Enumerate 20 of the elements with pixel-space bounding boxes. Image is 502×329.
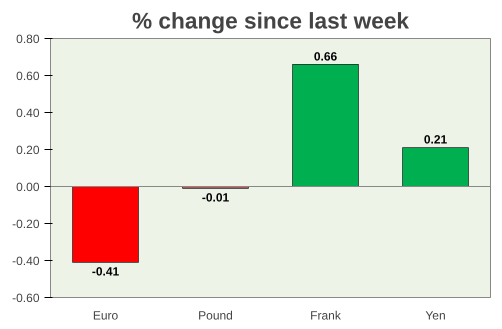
bar [402, 147, 469, 187]
x-tick-label: Frank [310, 308, 342, 322]
bar [292, 64, 359, 187]
y-tick-label: 0.80 [16, 32, 40, 46]
y-tick-label: 0.40 [16, 106, 40, 120]
chart-title: % change since last week [132, 8, 410, 34]
y-tick-label: 0.00 [16, 180, 40, 194]
y-tick-label: 0.60 [16, 69, 40, 83]
data-label: 0.21 [424, 132, 448, 147]
y-tick-label: 0.20 [16, 143, 40, 157]
y-tick-label: -0.60 [12, 291, 40, 305]
x-tick-label: Euro [92, 308, 118, 322]
x-tick-label: Yen [425, 308, 446, 322]
data-label: -0.41 [92, 264, 120, 278]
x-tick-label: Pound [198, 308, 233, 322]
y-tick-label: -0.40 [12, 254, 40, 268]
bar [72, 186, 139, 263]
data-label: -0.01 [202, 190, 230, 204]
data-label: 0.66 [314, 49, 338, 64]
y-tick-label: -0.20 [12, 217, 40, 231]
